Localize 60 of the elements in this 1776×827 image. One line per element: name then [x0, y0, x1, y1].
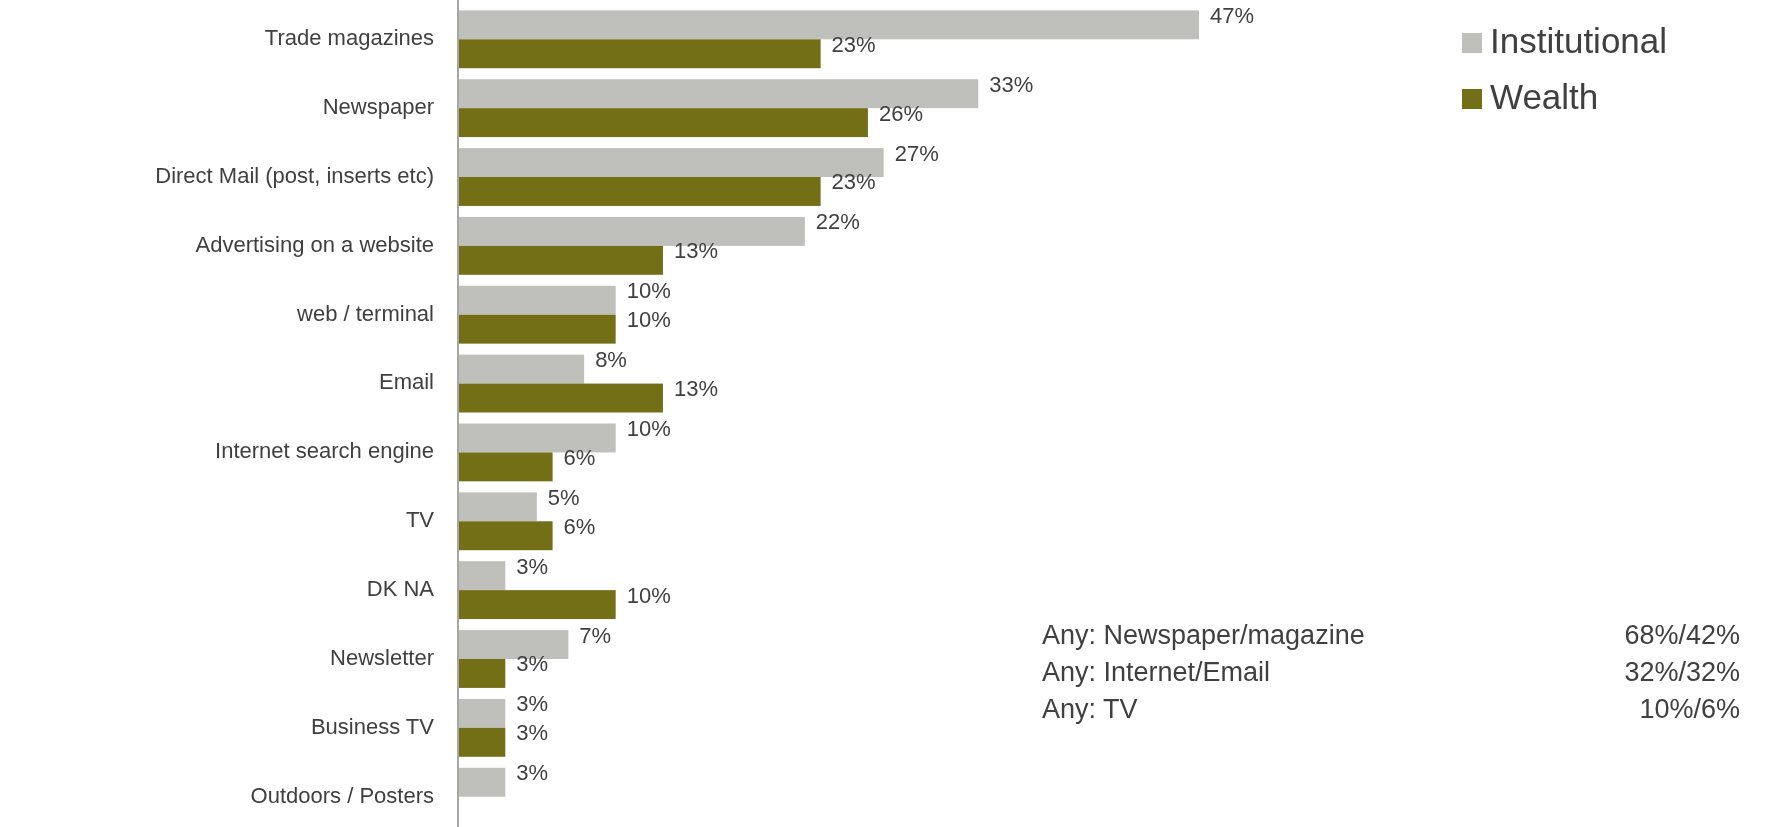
- data-label: 33%: [989, 71, 1034, 97]
- data-label: 22%: [815, 209, 860, 235]
- legend-label: Wealth: [1490, 77, 1599, 117]
- bar: [458, 177, 821, 206]
- y-tick-label: Trade magazines: [264, 25, 434, 51]
- bar: [458, 561, 506, 591]
- text: 68%/42%: [1624, 620, 1740, 651]
- data-label: 26%: [878, 100, 923, 126]
- text: 32%/32%: [1624, 657, 1740, 688]
- y-tick-label: Internet search engine: [215, 438, 434, 464]
- y-tick-label: DK NA: [366, 575, 435, 601]
- annotation: Any: Newspaper/magazine: [1042, 620, 1365, 651]
- bar: [458, 245, 663, 275]
- data-label: 5%: [547, 484, 580, 510]
- data-label: 10%: [626, 278, 671, 304]
- y-tick-label: web / terminal: [296, 300, 434, 326]
- annotation: Any: TV: [1042, 694, 1138, 725]
- data-label: 6%: [563, 513, 596, 539]
- y-tick-label: Direct Mail (post, inserts etc): [155, 162, 434, 188]
- data-label: 10%: [626, 415, 671, 441]
- data-label: 3%: [516, 760, 549, 786]
- bar: [458, 39, 821, 69]
- bar: [458, 492, 537, 522]
- bar: [458, 108, 868, 138]
- data-label: 3%: [516, 651, 549, 677]
- bar: [458, 727, 506, 757]
- data-label: 47%: [1210, 2, 1255, 28]
- data-label: 6%: [563, 444, 596, 470]
- data-label: 3%: [516, 691, 549, 717]
- y-tick-label: TV: [405, 507, 435, 533]
- y-tick-label: Outdoors / Posters: [250, 782, 434, 808]
- bar: [458, 658, 506, 688]
- bar: [458, 767, 506, 797]
- bar: [458, 452, 553, 482]
- y-tick-label: Email: [378, 369, 434, 395]
- data-label: 3%: [516, 553, 549, 579]
- bar: [458, 383, 663, 413]
- bar: [458, 590, 616, 620]
- data-label: 23%: [831, 31, 876, 57]
- bar: [458, 285, 616, 315]
- bar: [458, 521, 553, 551]
- data-label: 10%: [626, 582, 671, 608]
- data-label: 10%: [626, 307, 671, 333]
- bar: [458, 698, 506, 728]
- y-tick-label: Newspaper: [322, 93, 434, 119]
- y-tick-label: Newsletter: [330, 644, 434, 670]
- bar: [458, 354, 585, 384]
- text: 10%/6%: [1639, 694, 1740, 725]
- data-label: 27%: [894, 140, 939, 166]
- data-label: 23%: [831, 169, 876, 195]
- data-label: 13%: [673, 376, 718, 402]
- data-label: 13%: [673, 238, 718, 264]
- y-tick-label: Advertising on a website: [195, 231, 434, 257]
- data-label: 8%: [595, 347, 627, 373]
- y-tick-label: Business TV: [310, 713, 435, 739]
- legend-label: Institutional: [1490, 21, 1668, 61]
- data-label: 3%: [516, 720, 549, 746]
- data-label: 7%: [579, 622, 612, 648]
- bar: [458, 314, 616, 344]
- annotation: Any: Internet/Email: [1042, 657, 1271, 688]
